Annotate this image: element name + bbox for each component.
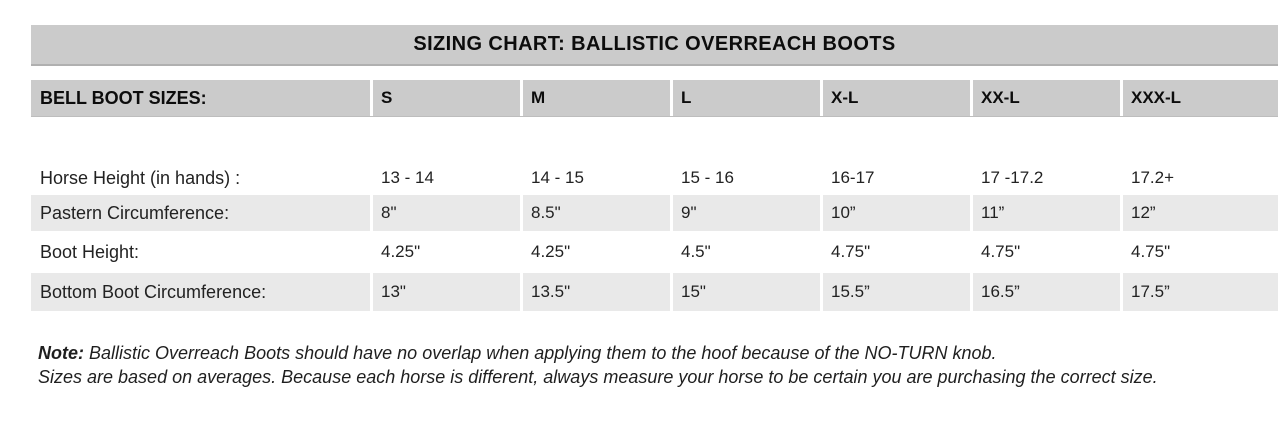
value-cell: 13.5" bbox=[520, 273, 670, 311]
value-cell: 11” bbox=[970, 195, 1120, 231]
value-cell: 13" bbox=[370, 273, 520, 311]
value-cell: 8.5" bbox=[520, 195, 670, 231]
table-row-bottom-boot-circumference: Bottom Boot Circumference: 13" 13.5" 15"… bbox=[31, 273, 1278, 311]
footnote-line-1: Note: Ballistic Overreach Boots should h… bbox=[38, 341, 1273, 365]
value-cell: 14 - 15 bbox=[531, 168, 584, 187]
value-cell: 9" bbox=[670, 195, 820, 231]
chart-title-bar: SIZING CHART: BALLISTIC OVERREACH BOOTS bbox=[31, 25, 1278, 66]
table-row-horse-height: Horse Height (in hands) : 13 - 14 14 - 1… bbox=[31, 161, 1278, 195]
value-cell: 17.5” bbox=[1120, 273, 1278, 311]
sizing-chart-sheet: SIZING CHART: BALLISTIC OVERREACH BOOTS … bbox=[0, 25, 1281, 425]
value-cell: 16.5” bbox=[970, 273, 1120, 311]
value-cell: 15 - 16 bbox=[681, 168, 734, 187]
value-cell: 15" bbox=[670, 273, 820, 311]
header-cell-size-xxl: XX-L bbox=[970, 80, 1120, 116]
footnote-line-2: Sizes are based on averages. Because eac… bbox=[38, 367, 1158, 387]
value-cell: 4.5" bbox=[681, 242, 711, 261]
row-label: Bottom Boot Circumference: bbox=[40, 281, 267, 302]
footnote-line-1-text: Ballistic Overreach Boots should have no… bbox=[89, 343, 997, 363]
value-cell: 17.2+ bbox=[1131, 168, 1175, 187]
value-cell: 15.5” bbox=[820, 273, 970, 311]
value-cell: 12” bbox=[1120, 195, 1278, 231]
value-cell: 4.25" bbox=[381, 242, 421, 261]
chart-title: SIZING CHART: BALLISTIC OVERREACH BOOTS bbox=[413, 33, 896, 55]
row-label: Pastern Circumference: bbox=[40, 202, 230, 223]
value-cell: 13 - 14 bbox=[381, 168, 434, 187]
header-cell-bell-boot-sizes: BELL BOOT SIZES: bbox=[40, 87, 207, 108]
value-cell: 4.75" bbox=[831, 242, 871, 261]
value-cell: 8" bbox=[370, 195, 520, 231]
table-row-boot-height: Boot Height: 4.25" 4.25" 4.5" 4.75" 4.75… bbox=[31, 231, 1278, 273]
header-cell-size-s: S bbox=[370, 80, 520, 116]
value-cell: 10” bbox=[820, 195, 970, 231]
value-cell: 4.25" bbox=[531, 242, 571, 261]
table-row-pastern-circumference: Pastern Circumference: 8" 8.5" 9" 10” 11… bbox=[31, 195, 1278, 231]
header-cell-size-xxxl: XXX-L bbox=[1120, 80, 1278, 116]
row-label: Horse Height (in hands) : bbox=[40, 167, 241, 188]
header-cell-size-l: L bbox=[670, 80, 820, 116]
value-cell: 17 -17.2 bbox=[981, 168, 1044, 187]
value-cell: 16-17 bbox=[831, 168, 875, 187]
footnote-note-label: Note: bbox=[38, 343, 84, 363]
row-label: Boot Height: bbox=[40, 241, 140, 262]
empty-spacer-row bbox=[0, 117, 1281, 161]
value-cell: 4.75" bbox=[981, 242, 1021, 261]
footnote: Note: Ballistic Overreach Boots should h… bbox=[38, 341, 1273, 389]
table-header-row: BELL BOOT SIZES: S M L X-L XX-L XXX-L bbox=[31, 80, 1278, 117]
header-cell-size-m: M bbox=[520, 80, 670, 116]
header-cell-size-xl: X-L bbox=[820, 80, 970, 116]
value-cell: 4.75" bbox=[1131, 242, 1171, 261]
